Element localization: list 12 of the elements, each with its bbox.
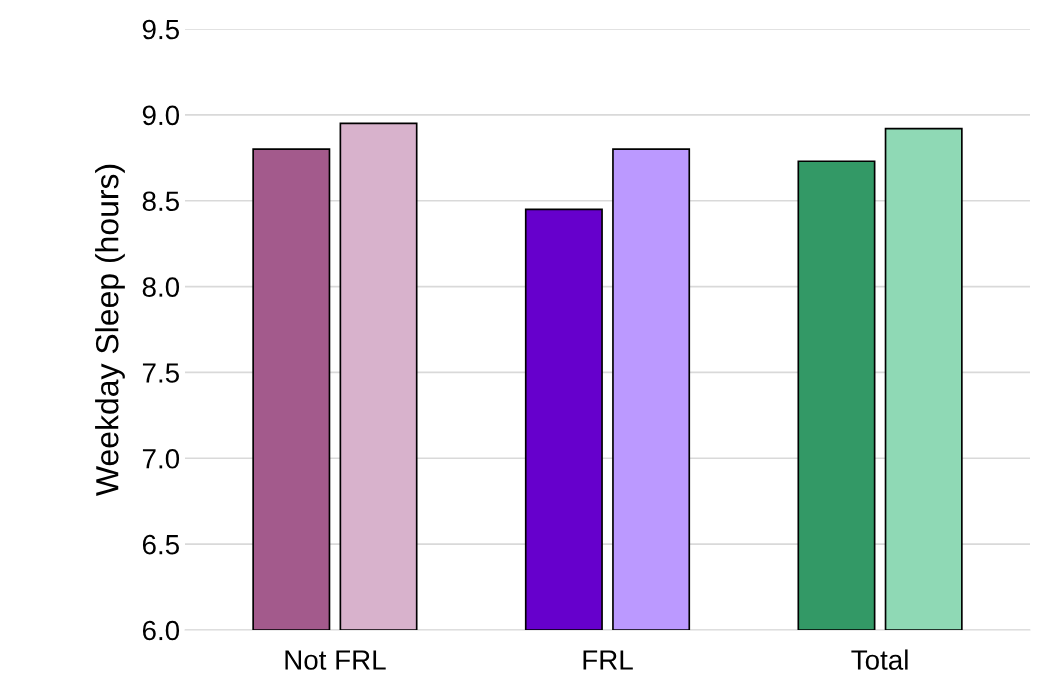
x-tick-label: Total: [851, 649, 908, 670]
y-tick-label: 7.5: [142, 363, 179, 383]
y-tick-label: 6.5: [142, 534, 179, 555]
y-tick-label: 6.0: [142, 620, 180, 641]
y-tick-label: 9.0: [142, 105, 180, 126]
y-tick-label: 7.0: [142, 448, 180, 469]
x-tick-label: FRL: [583, 650, 633, 670]
y-tick-label: 8.0: [142, 277, 180, 297]
y-tick-label: 8.5: [142, 191, 179, 212]
y-tick-label: 9.5: [142, 19, 179, 40]
y-axis-title: Weekday Sleep (hours): [95, 164, 125, 496]
x-tick-label: Not FRL: [285, 650, 386, 670]
